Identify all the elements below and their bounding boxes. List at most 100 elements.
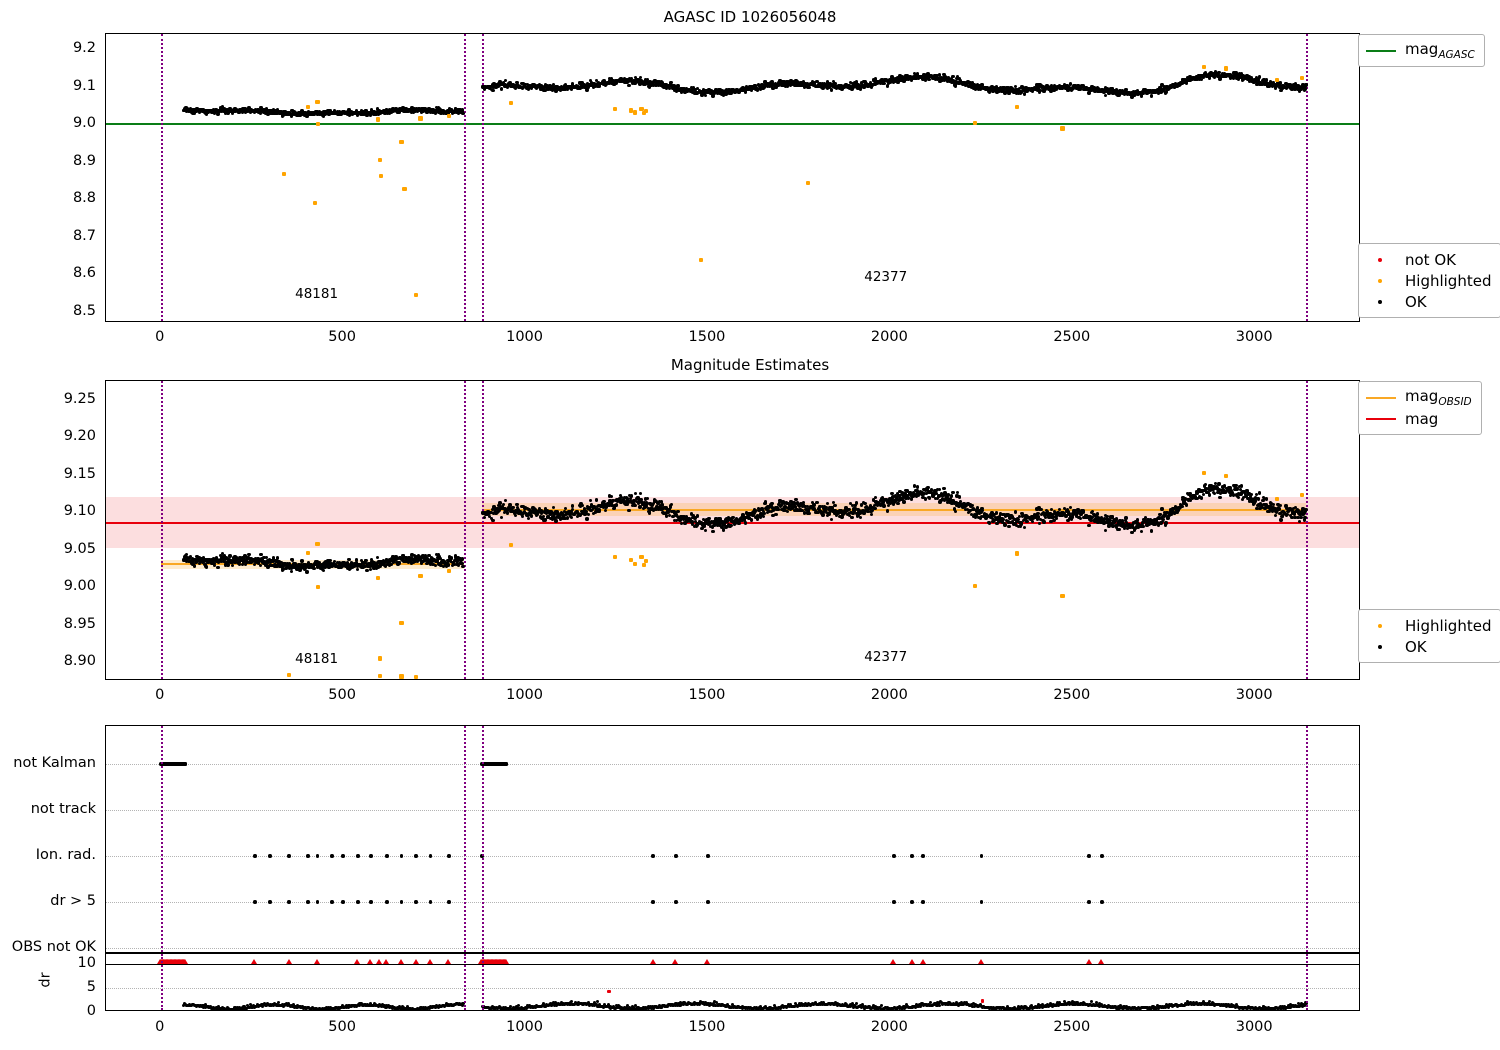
- data-point-ok: [1117, 527, 1121, 532]
- data-point-ok: [526, 88, 531, 92]
- data-point-highlighted: [1299, 75, 1304, 80]
- data-point-ok: [1257, 75, 1262, 79]
- data-point-highlighted: [643, 558, 649, 564]
- data-point-ok: [769, 84, 774, 88]
- y-tick-mark: [105, 856, 106, 857]
- obsid-divider-line: [463, 381, 466, 679]
- data-point-highlighted: [306, 104, 311, 109]
- data-point-highlighted: [316, 585, 321, 590]
- y-tick-mark: [105, 49, 106, 50]
- data-point-ok: [1239, 484, 1244, 488]
- data-point-ok: [1208, 493, 1212, 497]
- data-point-ok: [243, 106, 247, 111]
- flag-gridline: [106, 764, 1359, 765]
- y-tick-mark: [105, 274, 106, 275]
- data-point-highlighted: [1274, 496, 1280, 501]
- data-point-ok: [676, 509, 680, 513]
- data-point-ok: [499, 87, 504, 91]
- data-point-ok: [1139, 529, 1144, 534]
- data-point-highlighted: [418, 116, 423, 121]
- y-tick-mark: [105, 988, 106, 989]
- panel-magnitude-agasc: AGASC ID 1026056048: [0, 0, 1500, 350]
- data-point-ok: [671, 86, 675, 91]
- flag-point-dr-gt-5: [706, 900, 710, 904]
- data-point-ok: [264, 107, 269, 111]
- obsid-divider-line: [1306, 381, 1309, 679]
- data-point-ok: [223, 106, 227, 111]
- data-point-ok: [660, 81, 665, 85]
- data-point-ok: [695, 514, 700, 518]
- flag-point-ion-rad: [306, 854, 310, 858]
- data-point-ok: [935, 73, 939, 77]
- data-point-ok: [782, 80, 787, 84]
- data-point-ok: [815, 500, 819, 505]
- data-point-ok: [627, 83, 631, 88]
- flag-point-dr-gt-5: [892, 900, 896, 904]
- data-point-ok: [683, 90, 687, 94]
- flag-point-dr-gt-5: [414, 900, 418, 904]
- data-point-highlighted: [281, 171, 287, 176]
- data-point-ok: [676, 84, 680, 88]
- data-point-ok: [363, 112, 367, 116]
- data-point-ok: [551, 82, 556, 86]
- y-tick-mark: [105, 662, 106, 663]
- data-point-ok: [902, 500, 906, 504]
- data-point-ok: [501, 502, 505, 506]
- data-point-ok: [684, 87, 689, 91]
- data-point-ok: [863, 80, 867, 84]
- data-point-ok: [375, 107, 380, 111]
- y-tick-mark: [105, 902, 106, 903]
- data-point-ok: [721, 93, 725, 98]
- flag-point-dr-gt-5: [979, 900, 984, 904]
- data-point-ok: [903, 75, 907, 79]
- data-point-highlighted: [377, 157, 382, 162]
- flag-point-dr-gt-5: [287, 900, 291, 904]
- data-point-highlighted: [402, 186, 407, 192]
- data-point-ok: [647, 511, 652, 515]
- data-point-ok: [220, 105, 224, 109]
- data-point-ok: [895, 78, 899, 83]
- dr-clip-line: [106, 963, 1359, 965]
- data-point-ok: [571, 81, 575, 86]
- data-point-ok: [389, 111, 393, 115]
- flag-point-ion-rad: [268, 854, 272, 858]
- data-point-highlighted: [642, 562, 647, 567]
- data-point-ok: [521, 81, 525, 86]
- data-point-ok: [937, 73, 942, 77]
- obsid-divider-line: [1306, 726, 1309, 952]
- data-point-ok: [900, 74, 904, 79]
- data-point-ok: [321, 114, 325, 118]
- data-point-ok: [460, 557, 465, 561]
- data-point-highlighted: [376, 576, 381, 581]
- y-tick-mark: [105, 810, 106, 811]
- flag-point-dr-gt-5: [428, 900, 433, 904]
- data-point-ok: [1124, 516, 1128, 520]
- data-point-ok: [321, 569, 325, 573]
- data-point-ok: [633, 81, 637, 85]
- data-point-ok: [702, 91, 707, 95]
- data-point-ok: [829, 88, 834, 92]
- data-point-ok: [854, 83, 858, 87]
- data-point-ok: [854, 80, 858, 84]
- data-point-ok: [1022, 525, 1026, 530]
- data-point-highlighted: [316, 121, 321, 127]
- data-point-ok: [192, 111, 197, 116]
- data-point-ok: [1164, 521, 1168, 525]
- data-point-ok: [756, 86, 760, 91]
- data-point-ok: [1042, 520, 1046, 524]
- data-point-highlighted: [639, 555, 644, 560]
- data-point-ok: [873, 83, 877, 87]
- panel-flags-dr: [0, 718, 1500, 1050]
- data-point-ok: [461, 564, 465, 568]
- data-point-highlighted: [613, 555, 618, 560]
- flag-point-ion-rad: [341, 854, 345, 858]
- flag-point-ion-rad: [921, 854, 925, 858]
- data-point-ok: [365, 113, 369, 118]
- flag-gridline: [106, 902, 1359, 903]
- data-point-ok: [305, 114, 309, 119]
- flag-gridline: [106, 856, 1359, 857]
- data-point-ok: [482, 87, 487, 91]
- data-point-ok: [937, 487, 942, 492]
- data-point-ok: [1279, 518, 1283, 522]
- data-point-ok: [627, 508, 631, 512]
